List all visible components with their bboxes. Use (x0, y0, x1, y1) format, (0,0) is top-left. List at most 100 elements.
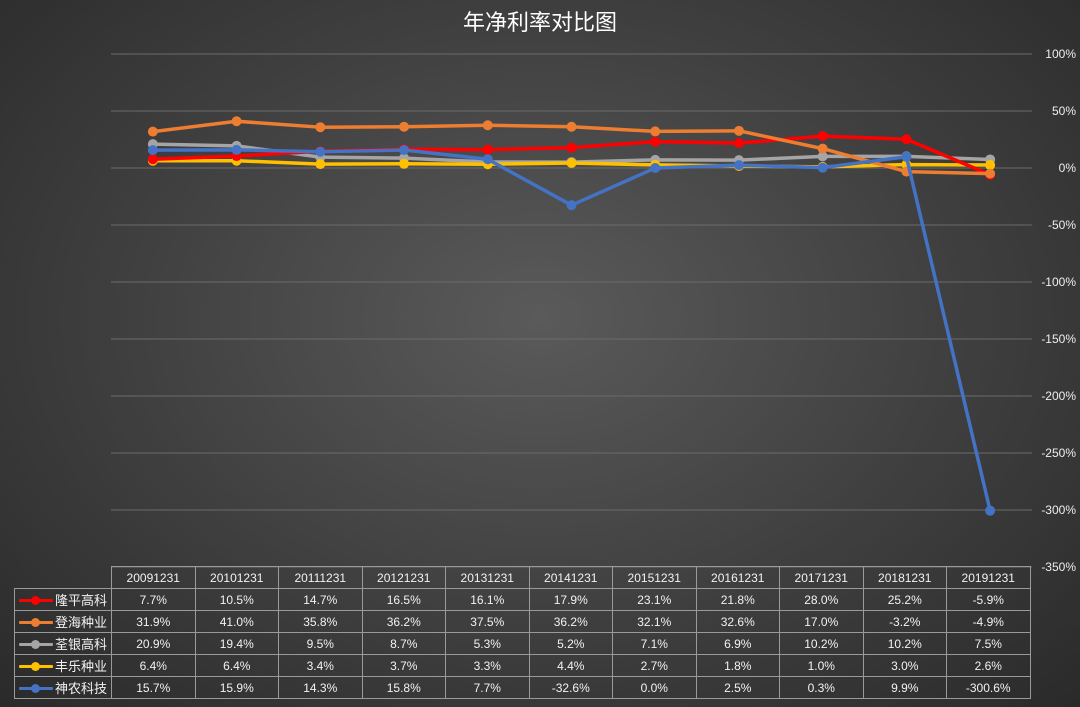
data-point (399, 158, 410, 169)
data-point (147, 154, 158, 165)
data-label: 15.7% (111, 676, 196, 699)
data-label: 16.5% (361, 588, 446, 611)
data-point (231, 144, 242, 155)
series-4 (147, 144, 996, 516)
legend-entry: 荃银高科 (14, 632, 112, 655)
data-label: 10.5% (194, 588, 279, 611)
data-label: 17.0% (779, 610, 864, 633)
data-label: 1.0% (779, 654, 864, 677)
data-point (566, 157, 577, 168)
data-label: 10.2% (779, 632, 864, 655)
data-point (566, 121, 577, 132)
table-corner (14, 566, 112, 589)
data-label: 21.8% (695, 588, 780, 611)
data-label: 2.5% (695, 676, 780, 699)
data-point (399, 121, 410, 132)
data-label: 32.6% (695, 610, 780, 633)
series-3 (147, 155, 996, 172)
data-label: 0.0% (612, 676, 697, 699)
data-point (650, 163, 661, 173)
data-label: 6.9% (695, 632, 780, 655)
y-tick-label: -50% (1048, 218, 1076, 232)
data-label: 25.2% (862, 588, 947, 611)
data-label: -300.6% (946, 676, 1031, 699)
data-label: 41.0% (194, 610, 279, 633)
data-point (399, 144, 410, 155)
data-label: 0.3% (779, 676, 864, 699)
data-point (817, 131, 828, 142)
data-label: 10.2% (862, 632, 947, 655)
data-point (985, 505, 996, 516)
data-point (817, 162, 828, 173)
data-label: 7.5% (946, 632, 1031, 655)
data-label: 31.9% (111, 610, 196, 633)
x-category-label: 20151231 (612, 566, 697, 589)
data-label: 14.3% (278, 676, 363, 699)
data-label: 5.2% (528, 632, 613, 655)
chart-title: 年净利率对比图 (463, 11, 617, 36)
data-label: 9.5% (278, 632, 363, 655)
y-tick-label: -150% (1041, 332, 1076, 346)
data-point (733, 138, 744, 149)
data-label: 3.7% (361, 654, 446, 677)
y-tick-label: 0% (1059, 161, 1077, 175)
series-lines (147, 116, 996, 516)
data-label: 2.7% (612, 654, 697, 677)
legend-entry: 登海种业 (14, 610, 112, 633)
y-tick-label: -250% (1041, 446, 1076, 460)
x-category-label: 20181231 (862, 566, 947, 589)
data-label: 7.1% (612, 632, 697, 655)
data-label: 9.9% (862, 676, 947, 699)
data-point (817, 143, 828, 154)
data-point (315, 159, 326, 170)
data-point (650, 136, 661, 147)
legend-label: 神农科技 (55, 681, 108, 696)
y-tick-label: -200% (1041, 389, 1076, 403)
legend-entry: 神农科技 (14, 676, 112, 699)
x-category-label: 20161231 (695, 566, 780, 589)
data-point (482, 144, 493, 155)
data-label: 6.4% (194, 654, 279, 677)
data-label: 15.8% (361, 676, 446, 699)
table-row: 神农科技 15.7% 15.9% 14.3% 15.8% 7.7% -32.6% 0.0% 2.… (14, 676, 1031, 699)
data-point (733, 125, 744, 136)
legend-line-icon (19, 617, 53, 627)
data-point (650, 126, 661, 137)
data-label: 7.7% (111, 588, 196, 611)
table-header-row: 20091231 20101231 20111231 20121231 20131231… (14, 566, 1031, 589)
data-label: 32.1% (612, 610, 697, 633)
x-category-label: 20131231 (445, 566, 530, 589)
data-label: 37.5% (445, 610, 530, 633)
y-axis-ticks: 100% 50% 0% -50% -100% -150% -200% -250% -300% -3… (1041, 47, 1076, 574)
legend-line-icon (19, 661, 53, 671)
data-label: 3.0% (862, 654, 947, 677)
data-label: 20.9% (111, 632, 196, 655)
data-point (733, 160, 744, 171)
legend-label: 荃银高科 (55, 637, 108, 652)
data-point (315, 146, 326, 157)
legend-line-icon (19, 639, 53, 649)
data-label: 7.7% (445, 676, 530, 699)
y-tick-label: -100% (1041, 275, 1076, 289)
y-tick-label: -350% (1041, 560, 1076, 574)
data-point (566, 200, 577, 211)
data-label: -3.2% (862, 610, 947, 633)
legend-line-icon (19, 683, 53, 693)
data-point (147, 126, 158, 137)
table-row: 荃银高科 20.9% 19.4% 9.5% 8.7% 5.3% 5.2% 7.1% 6.9% 10… (14, 632, 1031, 655)
data-point (315, 122, 326, 133)
data-label: 4.4% (528, 654, 613, 677)
x-category-label: 20121231 (361, 566, 446, 589)
data-label: 8.7% (361, 632, 446, 655)
y-tick-label: 100% (1045, 47, 1076, 61)
data-label: -4.9% (946, 610, 1031, 633)
y-tick-label: -300% (1041, 503, 1076, 517)
data-point (985, 168, 996, 179)
data-label: 15.9% (194, 676, 279, 699)
data-point (566, 142, 577, 153)
x-category-label: 20171231 (779, 566, 864, 589)
data-point (231, 116, 242, 127)
data-point (901, 134, 912, 145)
data-point (147, 145, 158, 156)
table-body: 隆平高科 7.7% 10.5% 14.7% 16.5% 16.1% 17.9% 23.1% 21… (14, 588, 1031, 699)
